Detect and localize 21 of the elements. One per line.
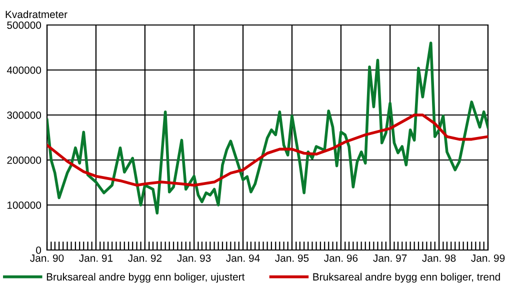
legend-label: Bruksareal andre bygg enn boliger, ujustert bbox=[46, 272, 245, 283]
x-tick-label: Jan. 97 bbox=[373, 254, 407, 262]
x-tick-label: Jan. 96 bbox=[324, 254, 358, 262]
legend-label: Bruksareal andre bygg enn boliger, trend bbox=[313, 272, 500, 283]
y-tick-label: 200000 bbox=[7, 156, 42, 164]
x-tick-label: Jan. 95 bbox=[275, 254, 309, 262]
y-tick-label: 100000 bbox=[7, 202, 42, 209]
x-tick-label: Jan. 99 bbox=[471, 254, 505, 262]
y-tick-label: 400000 bbox=[6, 66, 42, 74]
x-tick-label: Jan. 98 bbox=[422, 254, 456, 262]
y-axis-title: Kvadratmeter bbox=[6, 10, 68, 18]
x-tick-label: Jan. 92 bbox=[128, 254, 162, 262]
x-tick-label: Jan. 90 bbox=[30, 254, 64, 262]
y-tick-label: 0 bbox=[36, 246, 42, 254]
line-series bbox=[47, 114, 488, 187]
line-series bbox=[47, 42, 488, 214]
x-tick-label: Jan. 93 bbox=[177, 254, 211, 262]
y-tick-label: 500000 bbox=[7, 22, 42, 29]
x-tick-label: Jan. 91 bbox=[79, 254, 113, 262]
y-tick-label: 300000 bbox=[7, 112, 42, 119]
x-tick-label: Jan. 94 bbox=[226, 254, 260, 262]
